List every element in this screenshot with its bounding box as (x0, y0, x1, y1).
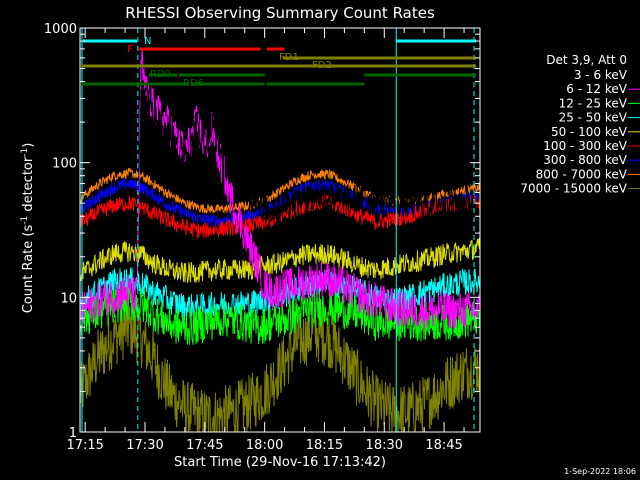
y-axis-label-end: ) (21, 143, 36, 148)
footer-date: 1-Sep-2022 18:06 (564, 467, 636, 476)
plot-frame (79, 27, 481, 433)
series-line-1 (80, 49, 480, 330)
legend-label-6: 300 - 800 keV (543, 153, 627, 167)
x-tick-label: 17:30 (126, 438, 163, 453)
legend-header: Det 3,9, Att 0 (546, 53, 627, 67)
x-tick-label: 18:15 (306, 438, 343, 453)
y-tick-label: 1000 (44, 22, 77, 37)
axes: 1 10 100 1000 17:15 17:30 17:45 18:00 18:15 18:30… (44, 22, 481, 453)
legend-label-4: 50 - 100 keV (551, 125, 628, 139)
legend-label-1: 6 - 12 keV (566, 82, 628, 96)
plot-area: NF FD1 FD2 RD0 RD6 (80, 28, 480, 432)
flag-label-fd2: FD2 (312, 60, 332, 71)
series-line-2 (80, 284, 480, 345)
legend-label-7: 800 - 7000 keV (536, 167, 628, 181)
y-axis-label-mid: detector (21, 156, 36, 216)
series-line-3 (80, 267, 480, 321)
y-axis-label-sup2: -1 (20, 148, 30, 157)
x-tick-label: 18:00 (246, 438, 283, 453)
series-line-4 (80, 237, 480, 284)
y-axis-label-sup1: -1 (20, 216, 30, 225)
legend-label-3: 25 - 50 keV (559, 111, 628, 125)
flag-label-fd1: FD1 (279, 52, 299, 63)
legend-label-2: 12 - 25 keV (559, 96, 628, 110)
flag-label-n: N (144, 36, 151, 47)
y-tick-label: 100 (52, 157, 77, 172)
flag-label-rd6: RD6 (183, 78, 204, 89)
chart-title: RHESSI Observing Summary Count Rates (125, 4, 435, 22)
x-axis-label: Start Time (29-Nov-16 17:13:42) (174, 455, 386, 470)
flag-label-f: F (127, 44, 133, 55)
legend-label-5: 100 - 300 keV (543, 139, 627, 153)
x-tick-label: 17:45 (186, 438, 223, 453)
x-tick-label: 18:45 (425, 438, 462, 453)
x-tick-label: 17:15 (66, 438, 103, 453)
series-line-8 (80, 299, 480, 432)
legend-label-0: 3 - 6 keV (574, 68, 628, 82)
y-axis-label: Count Rate (s-1 detector-1) (20, 143, 36, 314)
y-axis-label-main: Count Rate (s (21, 225, 36, 314)
legend-label-8: 7000 - 15000 keV (520, 182, 627, 196)
flag-label-rd0: RD0 (150, 69, 171, 80)
y-tick-label: 1 (69, 426, 77, 441)
x-tick-label: 18:30 (366, 438, 403, 453)
y-tick-label: 10 (60, 291, 77, 306)
